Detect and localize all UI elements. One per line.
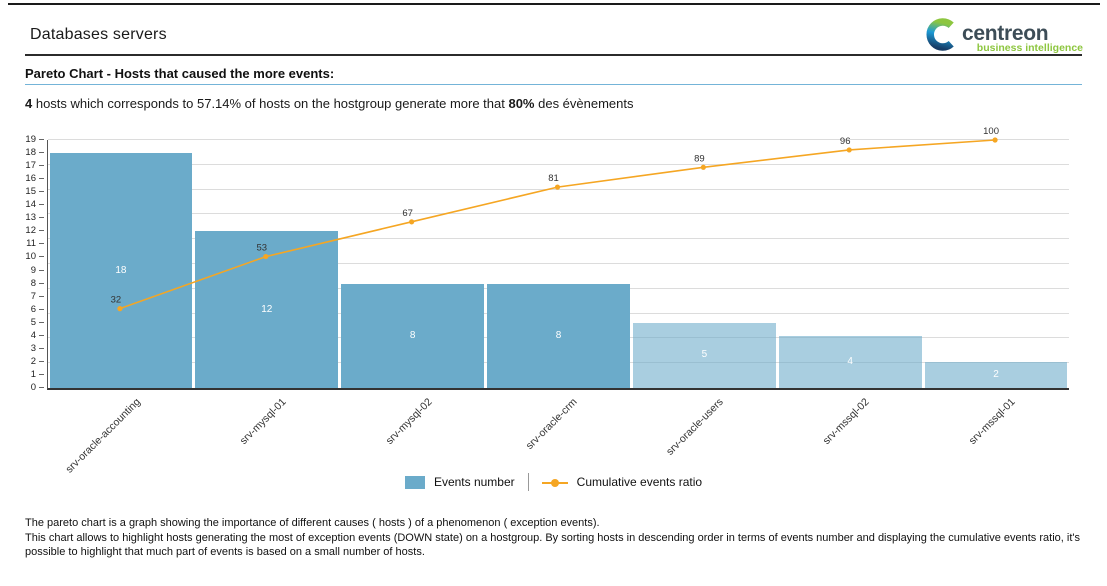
y-tick-mark bbox=[39, 230, 44, 232]
centreon-logo: centreon business intelligence bbox=[926, 18, 1083, 54]
bar-srv-oracle-users[interactable]: 5 bbox=[632, 322, 776, 388]
gridline bbox=[48, 163, 1069, 165]
bar-value-label: 2 bbox=[993, 368, 999, 380]
bar-srv-mssql-02[interactable]: 4 bbox=[778, 335, 922, 388]
centreon-c-icon bbox=[926, 18, 954, 51]
line-value-label: 100 bbox=[983, 126, 999, 137]
y-tick-label: 8 bbox=[30, 277, 36, 289]
y-tick-mark bbox=[39, 321, 44, 323]
y-axis: 0 1 2 3 4 5 6 7 8 9 10 11 12 13 14 15 16 17 18 19 bbox=[0, 135, 47, 393]
bar-value-label: 18 bbox=[115, 264, 127, 276]
page-top-border bbox=[8, 3, 1100, 5]
y-tick-label: 9 bbox=[30, 264, 36, 276]
x-label-srv-mssql-01: srv-mssql-01 bbox=[966, 396, 1018, 447]
description-line-2: This chart allows to highlight hosts gen… bbox=[25, 531, 1080, 559]
y-tick-mark bbox=[39, 282, 44, 284]
y-tick-label: 2 bbox=[30, 355, 36, 367]
y-tick-label: 4 bbox=[30, 329, 36, 341]
y-tick-mark bbox=[39, 191, 44, 193]
y-tick-label: 15 bbox=[25, 186, 36, 198]
bar-srv-oracle-crm[interactable]: 8 bbox=[487, 283, 630, 388]
bar-srv-mssql-01[interactable]: 2 bbox=[924, 361, 1068, 388]
y-tick-mark bbox=[39, 373, 44, 375]
y-tick-mark bbox=[39, 295, 44, 297]
y-tick-label: 19 bbox=[25, 134, 36, 145]
y-tick-mark bbox=[39, 308, 44, 310]
y-tick-mark bbox=[39, 387, 44, 388]
x-label-srv-mysql-01: srv-mysql-01 bbox=[237, 396, 289, 447]
y-tick-label: 6 bbox=[30, 303, 36, 315]
legend-divider bbox=[527, 473, 529, 491]
legend-bar-swatch-icon bbox=[404, 475, 425, 489]
y-tick-mark bbox=[39, 204, 44, 206]
chart-legend: Events number Cumulative events ratio bbox=[0, 473, 1107, 491]
bar-srv-mysql-02[interactable]: 8 bbox=[341, 283, 485, 388]
description-line-1: The pareto chart is a graph showing the … bbox=[25, 517, 600, 529]
x-label-srv-mysql-02: srv-mysql-02 bbox=[383, 396, 435, 447]
y-tick-label: 11 bbox=[26, 238, 36, 250]
pareto-chart-plot: 18 12 8 8 5 4 2 bbox=[47, 139, 1069, 390]
y-tick-label: 10 bbox=[25, 251, 36, 263]
legend-line-label: Cumulative events ratio bbox=[576, 475, 703, 489]
y-tick-mark bbox=[39, 217, 44, 219]
legend-bar-label: Events number bbox=[433, 475, 515, 489]
y-tick-mark bbox=[39, 256, 44, 258]
report-subtitle: 4 hosts which corresponds to 57.14% of h… bbox=[25, 96, 634, 111]
y-tick-label: 14 bbox=[25, 199, 36, 211]
y-tick-label: 16 bbox=[25, 173, 36, 185]
x-label-srv-oracle-users: srv-oracle-users bbox=[664, 396, 726, 458]
x-label-srv-mssql-02: srv-mssql-02 bbox=[820, 396, 872, 447]
y-tick-mark bbox=[39, 178, 44, 180]
y-tick-mark bbox=[39, 360, 44, 362]
chart-description: The pareto chart is a graph showing the … bbox=[25, 516, 1087, 560]
bar-value-label: 4 bbox=[847, 355, 853, 367]
y-tick-mark bbox=[39, 347, 44, 349]
title-underline bbox=[25, 84, 1082, 85]
y-tick-mark bbox=[39, 334, 44, 336]
bar-srv-mysql-01[interactable]: 12 bbox=[195, 231, 339, 388]
y-tick-label: 7 bbox=[30, 290, 36, 302]
bar-value-label: 12 bbox=[261, 303, 273, 315]
y-tick-mark bbox=[39, 165, 44, 167]
bar-value-label: 5 bbox=[701, 349, 708, 361]
gridline bbox=[48, 188, 1069, 190]
legend-line-marker-icon bbox=[541, 478, 568, 487]
page-title: Databases servers bbox=[30, 26, 167, 43]
gridline bbox=[48, 213, 1069, 215]
gridline bbox=[48, 139, 1069, 140]
y-tick-label: 18 bbox=[25, 147, 36, 159]
report-title: Pareto Chart - Hosts that caused the mor… bbox=[25, 66, 335, 81]
y-tick-mark bbox=[39, 139, 44, 140]
y-tick-label: 17 bbox=[25, 160, 36, 172]
subtitle-text-1: hosts which corresponds to 57.14% of hos… bbox=[32, 96, 509, 111]
y-tick-label: 3 bbox=[30, 342, 36, 354]
subtitle-text-2: des évènements bbox=[534, 96, 634, 111]
x-label-srv-oracle-crm: srv-oracle-crm bbox=[524, 396, 580, 452]
logo-wordmark: centreon bbox=[962, 22, 1048, 45]
y-tick-label: 12 bbox=[25, 225, 36, 237]
y-tick-label: 5 bbox=[30, 316, 36, 328]
y-tick-mark bbox=[39, 243, 44, 245]
bar-value-label: 8 bbox=[409, 329, 416, 341]
header-divider bbox=[25, 54, 1082, 56]
y-tick-mark bbox=[39, 152, 44, 154]
y-tick-mark bbox=[39, 269, 44, 271]
y-tick-label: 13 bbox=[25, 212, 36, 224]
x-label-srv-oracle-accounting: srv-oracle-accounting bbox=[62, 396, 143, 476]
y-tick-label: 1 bbox=[30, 368, 36, 380]
bar-value-label: 8 bbox=[555, 329, 562, 341]
logo-tagline: business intelligence bbox=[977, 42, 1083, 54]
subtitle-bold-percent: 80% bbox=[508, 96, 535, 111]
y-tick-label: 0 bbox=[30, 382, 36, 393]
bar-srv-oracle-accounting[interactable]: 18 bbox=[49, 153, 193, 388]
subtitle-bold-count: 4 bbox=[25, 96, 33, 111]
